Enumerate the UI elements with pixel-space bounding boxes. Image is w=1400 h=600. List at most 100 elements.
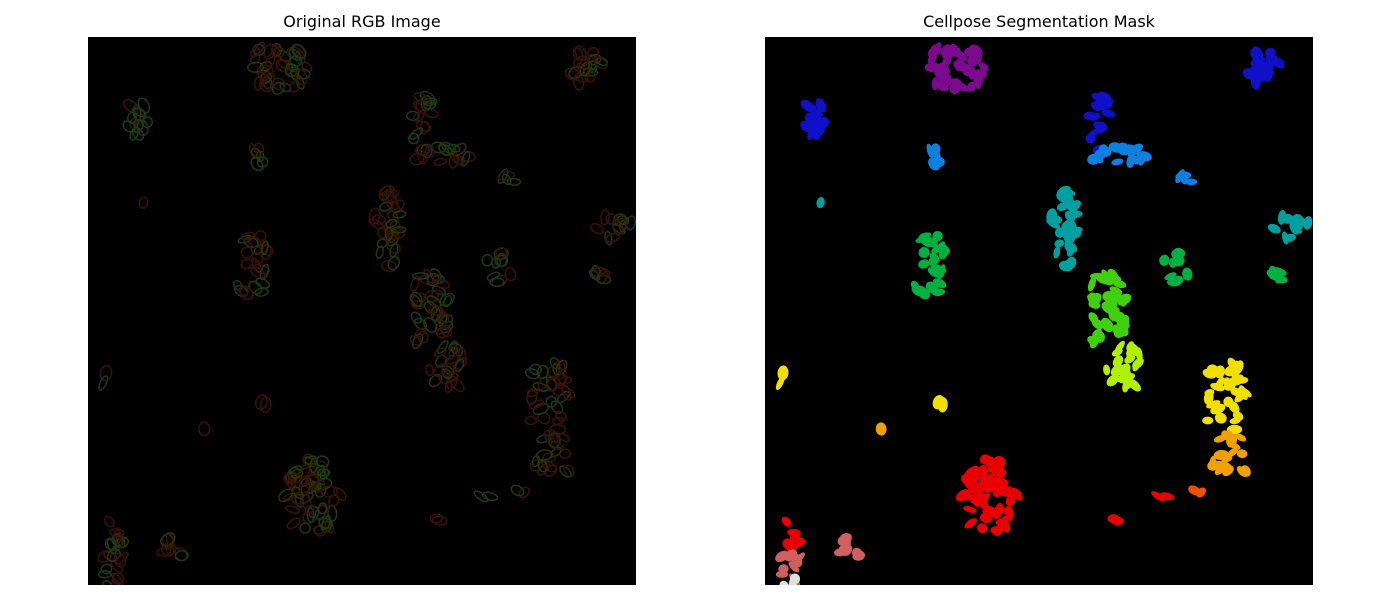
rgb-cell — [594, 266, 611, 277]
original-image-panel: Original RGB Image — [88, 0, 636, 600]
rgb-cell — [247, 61, 265, 73]
rgb-cell — [524, 415, 538, 426]
rgb-cell — [320, 485, 339, 498]
mask-cell — [978, 62, 989, 72]
mask-cell — [934, 157, 945, 168]
rgb-cell — [409, 152, 425, 166]
rgb-cell — [270, 44, 280, 58]
mask-cell — [1303, 216, 1313, 230]
mask-cell — [1214, 365, 1226, 379]
rgb-cell — [431, 515, 448, 526]
rgb-cell — [368, 218, 384, 230]
rgb-cell — [375, 245, 384, 260]
mask-cell — [1117, 293, 1132, 306]
rgb-cell — [131, 107, 147, 118]
mask-cell — [875, 422, 887, 436]
rgb-cell — [545, 377, 561, 392]
rgb-cell — [99, 364, 113, 382]
rgb-cell — [254, 76, 263, 92]
rgb-cell — [249, 46, 261, 58]
mask-cell — [800, 121, 813, 132]
rgb-cell — [439, 292, 455, 307]
rgb-cell — [104, 515, 115, 528]
rgb-cell — [113, 529, 122, 545]
mask-cell — [1106, 374, 1119, 387]
mask-cell — [1202, 416, 1214, 425]
mask-cell — [1240, 465, 1251, 477]
rgb-cell — [333, 487, 347, 502]
mask-cell — [807, 127, 816, 141]
rgb-cell — [537, 460, 548, 473]
rgb-cell — [544, 464, 558, 477]
mask-cell — [1213, 449, 1229, 461]
mask-cell — [994, 469, 1002, 481]
rgb-cell — [377, 226, 389, 239]
rgb-cell — [389, 243, 399, 258]
rgb-cell — [579, 61, 593, 77]
rgb-cell — [573, 74, 585, 91]
rgb-cell — [272, 77, 286, 91]
original-rgb-image — [88, 37, 636, 585]
mask-cell — [852, 550, 866, 561]
rgb-cell — [251, 251, 264, 265]
rgb-cell — [126, 111, 138, 124]
mask-cell — [1184, 178, 1198, 186]
mask-cell — [966, 81, 977, 92]
rgb-cell — [254, 394, 268, 411]
rgb-cell — [285, 505, 301, 514]
rgb-cell — [289, 80, 301, 93]
rgb-cell — [568, 65, 585, 80]
mask-cell — [1102, 146, 1112, 157]
segmentation-mask-panel: Cellpose Segmentation Mask — [765, 0, 1313, 600]
rgb-cell — [430, 141, 447, 154]
mask-cell — [1294, 218, 1304, 229]
rgb-cell — [590, 264, 601, 280]
rgb-cell — [536, 364, 549, 380]
mask-cell — [1092, 328, 1102, 338]
mask-cell — [935, 71, 944, 82]
mask-cell — [1266, 269, 1277, 281]
mask-cell — [1182, 267, 1193, 281]
mask-cell — [932, 230, 943, 242]
rgb-cell — [423, 108, 439, 119]
rgb-cell — [309, 457, 318, 474]
rgb-cell — [529, 363, 543, 376]
mask-cell — [1090, 112, 1101, 121]
mask-cell — [962, 63, 970, 75]
mask-cell — [938, 241, 945, 255]
mask-cell — [1053, 246, 1061, 259]
rgb-cell — [561, 384, 572, 401]
mask-cell — [937, 397, 948, 413]
rgb-cell — [600, 209, 610, 226]
rgb-cell — [481, 491, 499, 502]
rgb-cell — [542, 452, 557, 463]
rgb-cell — [437, 339, 449, 355]
mask-cell — [973, 69, 984, 85]
mask-cell — [1069, 226, 1083, 233]
mask-cell — [1097, 121, 1106, 134]
mask-cell — [793, 552, 806, 564]
rgb-cell — [250, 147, 262, 159]
mask-cell — [1230, 387, 1241, 396]
rgb-cell — [287, 473, 302, 484]
rgb-cell — [259, 263, 270, 281]
rgb-cell — [497, 170, 515, 181]
mask-cell — [1271, 57, 1285, 69]
mask-cell — [1105, 305, 1119, 316]
mask-cell — [1063, 219, 1074, 228]
mask-cell — [993, 455, 1006, 468]
rgb-cell — [495, 246, 508, 260]
mask-cell — [1277, 209, 1287, 225]
mask-cell — [931, 288, 946, 297]
mask-cell — [784, 549, 798, 562]
mask-cell — [809, 107, 823, 117]
rgb-cell — [161, 543, 175, 557]
mask-cell — [1206, 400, 1221, 409]
mask-cell — [1151, 491, 1165, 502]
mask-cell — [1223, 378, 1237, 391]
mask-cell — [995, 503, 1004, 514]
rgb-cell — [318, 517, 333, 529]
rgb-cell — [584, 70, 597, 83]
rgb-cell — [257, 70, 268, 83]
mask-cell — [950, 47, 961, 57]
